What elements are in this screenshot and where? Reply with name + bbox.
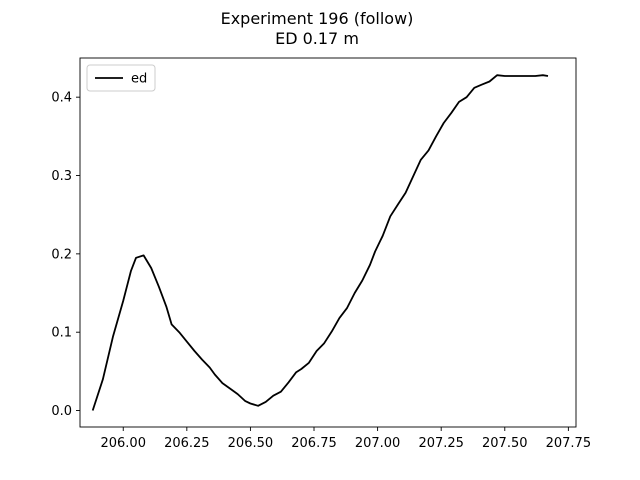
x-tick-label: 206.50 <box>228 436 274 451</box>
x-tick-label: 206.25 <box>164 436 210 451</box>
x-tick-label: 207.25 <box>418 436 464 451</box>
y-tick-label: 0.0 <box>51 404 72 419</box>
plot-area: 206.00 206.25 206.50 206.75 207.00 207.25 207.… <box>51 57 592 451</box>
chart-subtitle: ED 0.17 m <box>275 29 359 48</box>
chart-title: Experiment 196 (follow) <box>221 9 414 28</box>
x-tick-label: 207.00 <box>355 436 401 451</box>
x-tick-label: 207.50 <box>482 436 528 451</box>
x-tick-label: 207.75 <box>546 436 592 451</box>
series-line-ed <box>91 74 549 411</box>
x-tick-label: 206.00 <box>100 436 146 451</box>
plot-frame <box>79 57 577 428</box>
y-tick-label: 0.4 <box>51 91 72 106</box>
y-tick-label: 0.2 <box>51 247 72 262</box>
x-tick-label: 206.75 <box>291 436 337 451</box>
y-tick-label: 0.3 <box>51 169 72 184</box>
y-tick-label: 0.1 <box>51 326 72 341</box>
legend-label-ed: ed <box>131 72 147 87</box>
